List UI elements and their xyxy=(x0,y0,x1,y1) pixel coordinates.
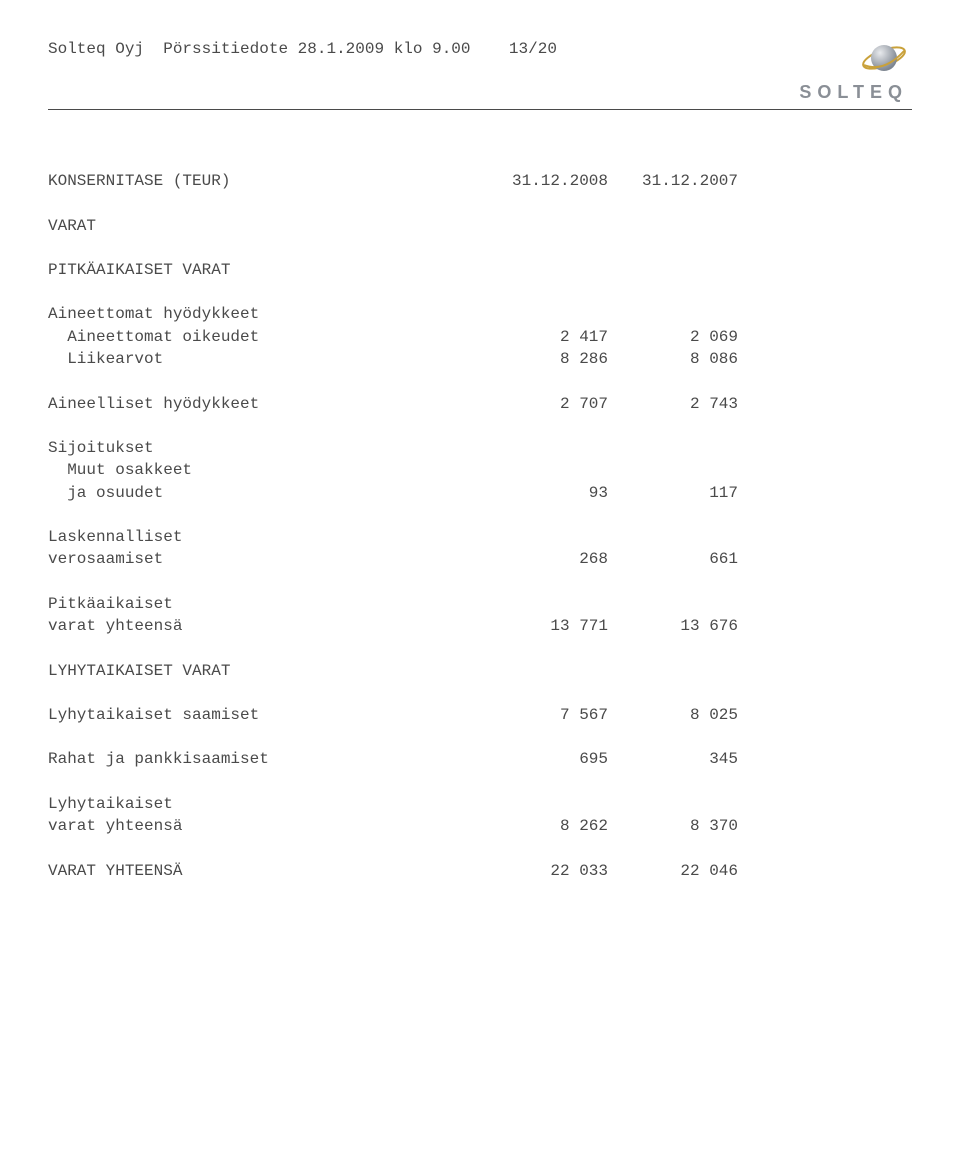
row-v2: 117 xyxy=(608,482,738,504)
date: 28.1.2009 xyxy=(298,40,384,58)
table-row: verosaamiset268661 xyxy=(48,548,912,570)
row-v2: 2 743 xyxy=(608,393,738,415)
section-heading: LYHYTAIKAISET VARAT xyxy=(48,660,912,682)
row-v2: 8 370 xyxy=(608,815,738,837)
section-heading: PITKÄAIKAISET VARAT xyxy=(48,259,912,281)
doc-type: Pörssitiedote xyxy=(163,40,288,58)
subheading-label: Pitkäaikaiset xyxy=(48,593,478,615)
row-v2: 8 025 xyxy=(608,704,738,726)
planet-icon xyxy=(799,38,908,78)
subheading: Sijoitukset xyxy=(48,437,912,459)
row-v2: 8 086 xyxy=(608,348,738,370)
row-v1: 2 417 xyxy=(478,326,608,348)
row-v2: 345 xyxy=(608,748,738,770)
page: Solteq Oyj Pörssitiedote 28.1.2009 klo 9… xyxy=(0,0,960,1160)
row-v1: 8 286 xyxy=(478,348,608,370)
row-v2: 2 069 xyxy=(608,326,738,348)
row-label: Liikearvot xyxy=(48,348,478,370)
subheading: Laskennalliset xyxy=(48,526,912,548)
row-label: ja osuudet xyxy=(48,482,478,504)
row-v1: 93 xyxy=(478,482,608,504)
row-v2: 661 xyxy=(608,548,738,570)
row-v1: 695 xyxy=(478,748,608,770)
col-header-2: 31.12.2007 xyxy=(608,170,738,192)
header: Solteq Oyj Pörssitiedote 28.1.2009 klo 9… xyxy=(48,38,912,105)
subheading: Lyhytaikaiset xyxy=(48,793,912,815)
row-v1: 2 707 xyxy=(478,393,608,415)
heading-label: LYHYTAIKAISET VARAT xyxy=(48,660,478,682)
heading-label: PITKÄAIKAISET VARAT xyxy=(48,259,478,281)
table-row: VARAT YHTEENSÄ22 03322 046 xyxy=(48,860,912,882)
row-v1: 268 xyxy=(478,548,608,570)
table-title: KONSERNITASE (TEUR) xyxy=(48,170,478,192)
content: KONSERNITASE (TEUR) 31.12.2008 31.12.200… xyxy=(48,170,912,882)
table-row: Rahat ja pankkisaamiset695345 xyxy=(48,748,912,770)
row-label: varat yhteensä xyxy=(48,815,478,837)
subheading: Pitkäaikaiset xyxy=(48,593,912,615)
row-label: varat yhteensä xyxy=(48,615,478,637)
col-header-1: 31.12.2008 xyxy=(478,170,608,192)
table-row: ja osuudet93117 xyxy=(48,482,912,504)
divider xyxy=(48,109,912,110)
page-number: 13/20 xyxy=(509,40,557,58)
table-row: Muut osakkeet xyxy=(48,459,912,481)
title-row: KONSERNITASE (TEUR) 31.12.2008 31.12.200… xyxy=(48,170,912,192)
subheading-label: Sijoitukset xyxy=(48,437,478,459)
table-row: varat yhteensä8 2628 370 xyxy=(48,815,912,837)
company: Solteq Oyj xyxy=(48,40,144,58)
row-v1: 13 771 xyxy=(478,615,608,637)
subheading-label: Laskennalliset xyxy=(48,526,478,548)
table-row: varat yhteensä13 77113 676 xyxy=(48,615,912,637)
table-row: Aineettomat oikeudet2 4172 069 xyxy=(48,326,912,348)
brand: SOLTEQ xyxy=(799,38,912,105)
time: klo 9.00 xyxy=(394,40,471,58)
row-v2: 22 046 xyxy=(608,860,738,882)
table-row: Liikearvot8 2868 086 xyxy=(48,348,912,370)
row-v1: 8 262 xyxy=(478,815,608,837)
table-row: Aineelliset hyödykkeet2 7072 743 xyxy=(48,393,912,415)
row-v2: 13 676 xyxy=(608,615,738,637)
row-label: Aineettomat oikeudet xyxy=(48,326,478,348)
subheading-label: Aineettomat hyödykkeet xyxy=(48,303,478,325)
subheading-label: Lyhytaikaiset xyxy=(48,793,478,815)
row-label: verosaamiset xyxy=(48,548,478,570)
header-text: Solteq Oyj Pörssitiedote 28.1.2009 klo 9… xyxy=(48,38,557,60)
row-label: Rahat ja pankkisaamiset xyxy=(48,748,478,770)
row-v1: 22 033 xyxy=(478,860,608,882)
row-label: VARAT YHTEENSÄ xyxy=(48,860,478,882)
subheading: Aineettomat hyödykkeet xyxy=(48,303,912,325)
row-label: Aineelliset hyödykkeet xyxy=(48,393,478,415)
table-row: Lyhytaikaiset saamiset7 5678 025 xyxy=(48,704,912,726)
brand-name: SOLTEQ xyxy=(799,80,908,105)
heading-label: VARAT xyxy=(48,215,478,237)
section-heading: VARAT xyxy=(48,215,912,237)
row-label: Lyhytaikaiset saamiset xyxy=(48,704,478,726)
row-label: Muut osakkeet xyxy=(48,459,478,481)
row-v1: 7 567 xyxy=(478,704,608,726)
